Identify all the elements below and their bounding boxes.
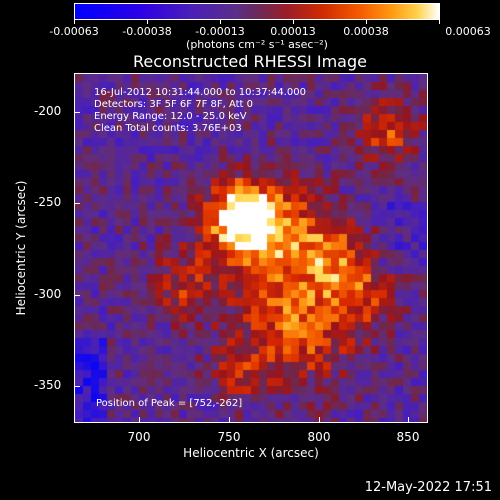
colorbar-tick: [74, 19, 75, 24]
colorbar-units: (photons cm⁻² s⁻¹ asec⁻²): [186, 38, 328, 51]
info-total-counts: Clean Total counts: 3.76E+03: [94, 123, 242, 134]
peak-position: Position of Peak = [752,-262]: [96, 398, 243, 409]
rhessi-image: [75, 74, 427, 422]
y-axis-title: Heliocentric Y (arcsec): [14, 180, 28, 316]
colorbar-tick: [147, 19, 148, 24]
y-tick-label: -200: [34, 104, 62, 118]
colorbar-tick-label: -0.00013: [195, 25, 245, 38]
colorbar-tick-label: 0.00038: [343, 25, 389, 38]
image-plot: [74, 73, 428, 423]
colorbar-tick: [366, 19, 367, 24]
info-energy-range: Energy Range: 12.0 - 25.0 keV: [94, 111, 247, 122]
colorbar-tick: [220, 19, 221, 24]
x-tick-label: 750: [217, 430, 241, 444]
y-tick-label: -350: [34, 378, 62, 392]
x-tick: [408, 417, 409, 423]
colorbar: [74, 3, 440, 20]
info-time-range: 16-Jul-2012 10:31:44.000 to 10:37:44.000: [94, 87, 306, 98]
colorbar-tick: [293, 19, 294, 24]
x-tick-label: 850: [396, 430, 420, 444]
y-tick-label: -300: [34, 287, 62, 301]
x-tick: [139, 417, 140, 423]
timestamp: 12-May-2022 17:51: [364, 480, 492, 495]
y-tick: [74, 203, 80, 204]
y-tick: [74, 295, 80, 296]
plot-title: Reconstructed RHESSI Image: [133, 52, 367, 71]
colorbar-tick-label: 0.00013: [270, 25, 316, 38]
x-axis-title: Heliocentric X (arcsec): [183, 446, 319, 460]
x-tick: [229, 417, 230, 423]
colorbar-tick-label: -0.00038: [122, 25, 172, 38]
y-tick-label: -250: [34, 195, 62, 209]
x-tick-label: 800: [307, 430, 331, 444]
x-tick-label: 700: [127, 430, 151, 444]
colorbar-tick-label: 0.00063: [445, 25, 491, 38]
x-tick: [319, 417, 320, 423]
colorbar-tick: [439, 19, 440, 24]
y-tick: [74, 112, 80, 113]
colorbar-tick-label: -0.00063: [49, 25, 99, 38]
y-tick: [74, 386, 80, 387]
info-detectors: Detectors: 3F 5F 6F 7F 8F, Att 0: [94, 99, 254, 110]
